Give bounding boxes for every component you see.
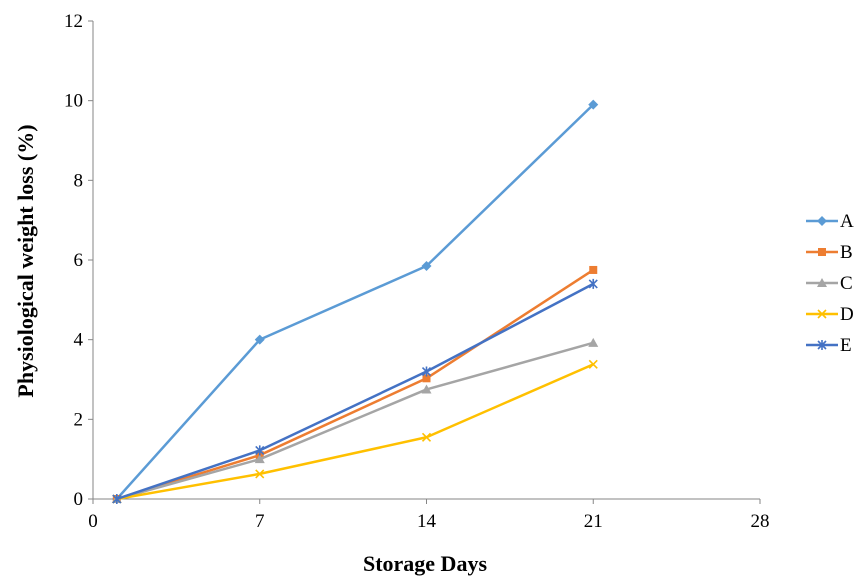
legend-marker	[817, 309, 827, 319]
data-point	[588, 359, 598, 369]
legend-item-e: E	[806, 335, 852, 356]
legend-marker	[817, 340, 827, 350]
x-tick-label: 28	[751, 511, 770, 532]
data-point	[422, 374, 431, 383]
plot-axes	[92, 21, 760, 500]
legend-item-c: C	[806, 273, 853, 294]
y-tick-label: 4	[74, 330, 84, 351]
y-tick-label: 8	[74, 170, 84, 191]
data-point	[421, 366, 432, 377]
legend-marker	[817, 216, 827, 226]
legend-label: D	[840, 304, 854, 325]
data-point	[589, 265, 598, 274]
x-tick-label: 7	[255, 511, 265, 532]
y-tick-label: 10	[64, 91, 83, 112]
data-point	[255, 469, 265, 479]
legend-item-b: B	[806, 242, 853, 263]
x-axis-title: Storage Days	[363, 551, 487, 576]
y-tick-label: 12	[64, 11, 83, 32]
series-b	[112, 265, 598, 503]
x-tick-label: 0	[88, 511, 98, 532]
y-tick-label: 2	[74, 409, 84, 430]
legend-item-d: D	[806, 304, 854, 325]
y-axis-title: Physiological weight loss (%)	[13, 124, 38, 397]
x-tick-label: 21	[584, 511, 603, 532]
y-tick-label: 0	[74, 489, 84, 510]
data-point	[255, 445, 265, 456]
series-line	[116, 341, 594, 501]
series-d	[112, 359, 598, 504]
series-line	[116, 282, 594, 501]
series-line	[116, 363, 594, 501]
y-tick-label: 6	[74, 250, 84, 271]
legend-item-a: A	[806, 211, 854, 232]
legend-label: A	[840, 211, 854, 232]
data-point	[421, 260, 432, 271]
series-lines	[111, 99, 599, 504]
data-point	[421, 384, 432, 394]
data-point	[254, 334, 265, 345]
data-point	[112, 494, 122, 504]
series-e	[112, 278, 598, 504]
data-point	[421, 432, 432, 442]
legend-label: C	[840, 273, 853, 294]
series-a	[111, 99, 599, 504]
legend-marker	[817, 278, 827, 287]
data-point	[588, 99, 599, 110]
series-line	[115, 103, 595, 500]
data-point	[588, 337, 599, 347]
data-point	[254, 454, 265, 464]
axis-ticks: 0 2 4 6 8 10 12 0 7 14 21 28	[64, 11, 770, 532]
legend-marker	[818, 248, 826, 256]
legend-label: E	[840, 335, 852, 356]
data-point	[588, 278, 598, 289]
series-line	[116, 268, 594, 501]
x-tick-label: 14	[417, 511, 437, 532]
legend-label: B	[840, 242, 853, 263]
